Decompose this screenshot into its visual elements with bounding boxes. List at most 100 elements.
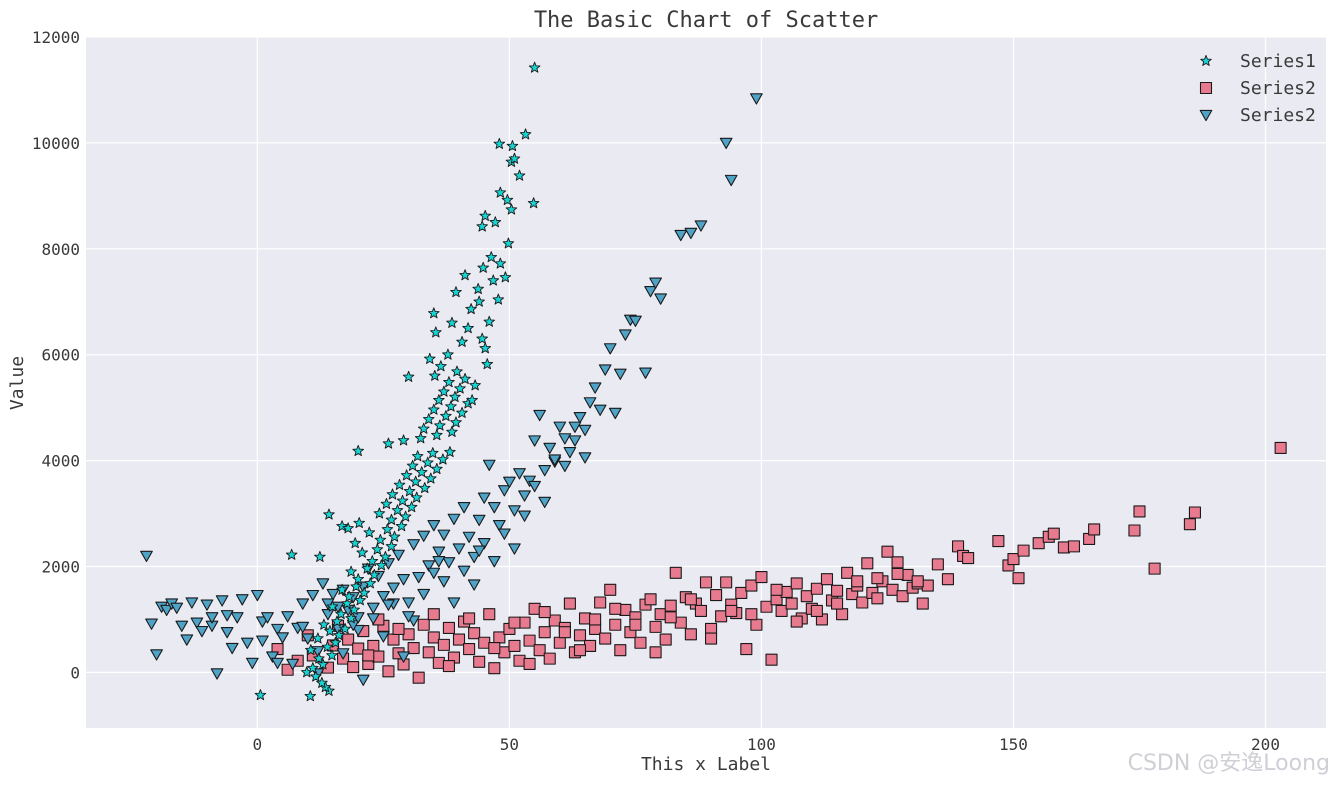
data-point-square <box>715 610 728 623</box>
legend-marker-square-icon <box>1199 81 1213 95</box>
data-point-triangle-down <box>437 529 451 541</box>
data-point-star <box>421 456 434 468</box>
data-point-star <box>405 501 418 513</box>
data-point-star <box>425 472 437 484</box>
legend-label-series1: Series1 <box>1240 51 1316 72</box>
data-point-triangle-down <box>200 599 214 611</box>
data-point-star <box>305 644 317 656</box>
data-point-square <box>528 602 541 615</box>
data-point-star <box>366 555 379 567</box>
data-point-square <box>1088 523 1101 536</box>
data-point-triangle-down <box>649 277 662 289</box>
data-point-star <box>429 369 441 381</box>
data-point-square <box>573 644 587 657</box>
data-point-triangle-down <box>603 343 617 355</box>
data-point-triangle-down <box>175 620 189 632</box>
data-point-triangle-down <box>306 589 320 602</box>
data-point-star <box>336 520 348 532</box>
data-point-square <box>498 646 511 659</box>
data-point-triangle-down <box>256 635 269 647</box>
data-point-square <box>1274 441 1287 454</box>
data-point-square <box>347 661 360 674</box>
data-point-star <box>382 437 395 449</box>
data-point-triangle-down <box>452 543 466 555</box>
data-point-star <box>318 618 330 630</box>
data-point-square <box>382 665 395 678</box>
data-point-star <box>364 577 377 589</box>
data-point-triangle-down <box>492 520 506 532</box>
data-points <box>140 61 1287 702</box>
data-point-square <box>861 557 874 570</box>
data-point-star <box>335 608 347 620</box>
data-point-star <box>505 203 518 215</box>
data-point-square <box>699 576 713 589</box>
data-point-square <box>921 579 934 592</box>
data-point-square <box>745 608 758 621</box>
data-point-triangle-down <box>150 649 163 661</box>
data-point-star <box>459 269 471 281</box>
data-point-square <box>820 573 834 586</box>
data-point-star <box>356 546 368 558</box>
data-point-square <box>664 599 677 612</box>
data-point-square <box>856 596 869 609</box>
data-point-triangle-down <box>518 510 531 522</box>
data-point-square <box>881 545 894 558</box>
data-point-star <box>353 517 365 529</box>
data-point-triangle-down <box>528 480 541 493</box>
data-point-triangle-down <box>608 407 622 420</box>
grid-lines <box>86 36 1326 728</box>
data-point-square <box>649 646 662 659</box>
data-point-triangle-down <box>578 452 592 464</box>
data-point-star <box>415 466 428 478</box>
data-point-square <box>720 576 733 589</box>
data-point-square <box>684 593 697 606</box>
data-point-triangle-down <box>533 409 547 422</box>
data-point-square <box>573 629 587 642</box>
y-tick-label: 0 <box>70 663 80 682</box>
data-point-square <box>891 567 904 580</box>
data-point-triangle-down <box>593 404 607 416</box>
data-point-star <box>342 522 354 534</box>
data-point-square <box>538 605 551 619</box>
data-point-square <box>704 632 718 645</box>
data-point-triangle-down <box>629 315 642 327</box>
data-point-star <box>402 370 415 382</box>
data-point-triangle-down <box>518 490 531 502</box>
data-point-square <box>508 616 521 629</box>
data-point-triangle-down <box>261 612 274 624</box>
data-point-triangle-down <box>195 625 209 638</box>
data-point-square <box>392 622 405 636</box>
data-point-star <box>438 385 450 397</box>
data-point-star <box>341 597 353 609</box>
data-point-square <box>916 597 929 610</box>
x-tick-label: 200 <box>1251 735 1280 754</box>
data-point-star <box>316 676 328 688</box>
data-point-square <box>432 656 445 669</box>
data-point-square <box>886 583 899 596</box>
data-point-star <box>430 326 442 338</box>
data-point-square <box>659 633 672 646</box>
data-point-square <box>841 566 854 579</box>
data-point-star <box>433 394 445 406</box>
data-point-square <box>755 571 768 584</box>
data-point-star <box>321 640 334 652</box>
data-point-triangle-down <box>583 397 597 409</box>
data-point-star <box>385 513 398 525</box>
data-point-star <box>493 137 506 149</box>
data-point-triangle-down <box>301 633 315 645</box>
data-point-square <box>684 628 697 641</box>
data-point-square <box>1012 572 1025 585</box>
data-point-square <box>775 604 788 618</box>
data-point-square <box>589 613 602 626</box>
data-point-triangle-down <box>472 545 486 557</box>
data-point-square <box>427 608 440 621</box>
data-point-star <box>285 548 298 560</box>
data-point-triangle-down <box>220 627 234 639</box>
data-point-triangle-down <box>553 421 567 433</box>
data-point-square <box>745 579 758 592</box>
data-point-triangle-down <box>563 446 577 459</box>
data-point-star <box>450 416 462 428</box>
data-point-square <box>437 638 450 651</box>
data-point-star <box>418 482 431 494</box>
